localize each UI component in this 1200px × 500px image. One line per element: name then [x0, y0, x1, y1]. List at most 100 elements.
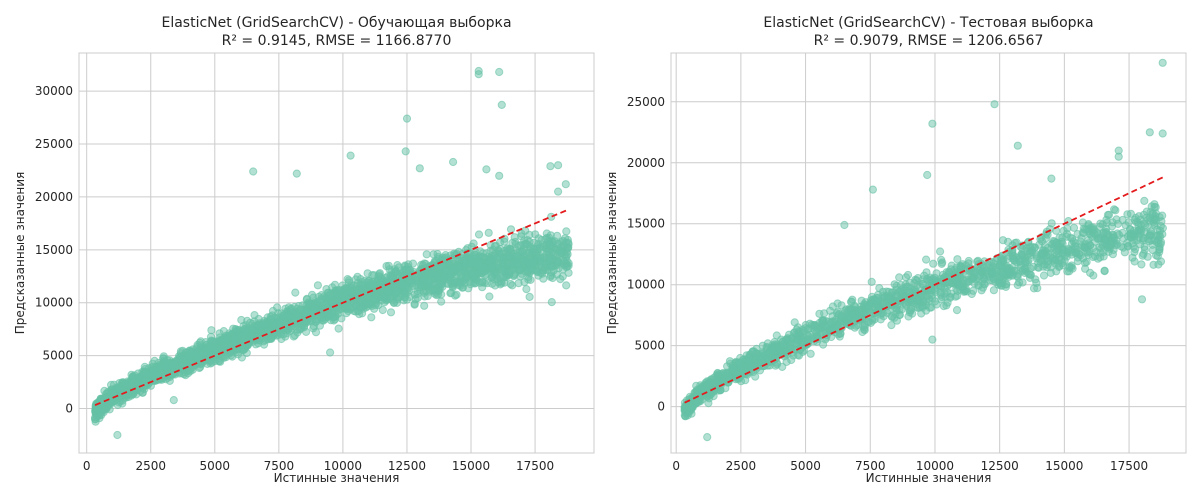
outlier-point: [292, 169, 301, 178]
outlier-point: [1158, 129, 1167, 138]
data-point: [1047, 219, 1056, 228]
data-point: [499, 273, 508, 282]
outlier-point: [1114, 152, 1123, 161]
data-point: [170, 360, 179, 369]
data-point: [433, 273, 443, 282]
data-point: [922, 255, 931, 264]
data-point: [516, 241, 525, 250]
data-point: [159, 352, 168, 361]
data-point: [523, 266, 532, 275]
outlier-point: [928, 335, 937, 344]
outlier-point: [415, 164, 424, 173]
data-point: [309, 322, 318, 331]
data-point: [456, 279, 465, 288]
data-point: [484, 228, 493, 237]
data-point: [547, 212, 556, 221]
outlier-point: [554, 187, 563, 196]
x-tick-label: 7500: [855, 459, 886, 473]
data-point: [534, 234, 543, 243]
data-point: [952, 306, 962, 315]
plot-frame: [670, 52, 1187, 454]
data-point: [1088, 232, 1097, 241]
data-point: [121, 379, 130, 388]
data-point: [162, 363, 171, 372]
data-point: [254, 314, 263, 324]
data-point: [476, 262, 485, 272]
data-point: [793, 336, 802, 345]
data-point: [221, 334, 230, 343]
data-point: [392, 287, 401, 296]
data-point: [1002, 280, 1011, 289]
data-point: [491, 269, 500, 278]
data-point: [524, 275, 533, 284]
data-point: [1018, 278, 1027, 287]
data-point: [389, 298, 399, 307]
data-point: [888, 313, 897, 322]
data-point: [704, 379, 713, 388]
data-point: [279, 311, 288, 320]
data-point: [546, 241, 555, 250]
data-point: [525, 292, 534, 301]
outlier-point: [1145, 128, 1154, 137]
data-point: [997, 256, 1006, 265]
data-point: [725, 357, 735, 366]
data-point: [296, 305, 305, 314]
outlier-point: [497, 100, 506, 110]
data-point: [547, 298, 556, 307]
data-point: [491, 281, 500, 290]
data-point: [1133, 236, 1142, 245]
data-point: [878, 287, 888, 296]
outlier-point: [249, 167, 258, 176]
data-point: [783, 335, 792, 344]
data-point: [378, 305, 387, 315]
points: [680, 58, 1168, 442]
outlier-point: [495, 67, 504, 77]
data-point: [1058, 233, 1067, 242]
data-point: [846, 297, 856, 306]
data-point: [896, 287, 905, 296]
y-axis-label: Предсказанные значения: [13, 172, 27, 335]
y-tick-label: 0: [65, 402, 73, 416]
data-point: [193, 355, 203, 364]
data-point: [334, 324, 343, 333]
data-point: [380, 298, 389, 307]
data-point: [370, 294, 379, 303]
data-point: [129, 372, 138, 381]
data-point: [545, 257, 554, 266]
data-point: [975, 271, 984, 281]
data-point: [820, 309, 829, 318]
data-point: [248, 325, 257, 334]
data-point: [1134, 221, 1143, 230]
data-point: [522, 285, 531, 294]
ideal-fit-line: [684, 176, 1164, 404]
data-point: [783, 348, 792, 357]
data-point: [953, 255, 962, 264]
data-point: [420, 275, 429, 284]
data-point: [428, 269, 437, 278]
data-point: [964, 259, 973, 268]
data-point: [936, 247, 945, 256]
data-point: [276, 330, 285, 339]
data-point: [266, 312, 275, 321]
data-point: [734, 358, 744, 367]
data-point: [1101, 228, 1110, 237]
chart-title: ElasticNet (GridSearchCV) - Обучающая вы…: [161, 15, 511, 31]
x-tick-label: 10000: [324, 459, 362, 473]
data-point: [930, 273, 939, 282]
data-point: [1010, 256, 1019, 265]
data-point: [525, 237, 534, 246]
outlier-point: [169, 396, 178, 405]
data-point: [263, 329, 272, 338]
data-point: [313, 297, 322, 306]
data-point: [922, 292, 932, 301]
data-point: [490, 242, 499, 251]
y-tick-label: 10000: [35, 296, 73, 310]
data-point: [779, 340, 788, 349]
data-point: [819, 340, 828, 349]
data-point: [1148, 209, 1157, 218]
data-point: [386, 308, 396, 317]
data-point: [1111, 206, 1120, 215]
data-point: [1129, 242, 1138, 251]
data-point: [1131, 213, 1140, 223]
data-point: [562, 227, 571, 236]
